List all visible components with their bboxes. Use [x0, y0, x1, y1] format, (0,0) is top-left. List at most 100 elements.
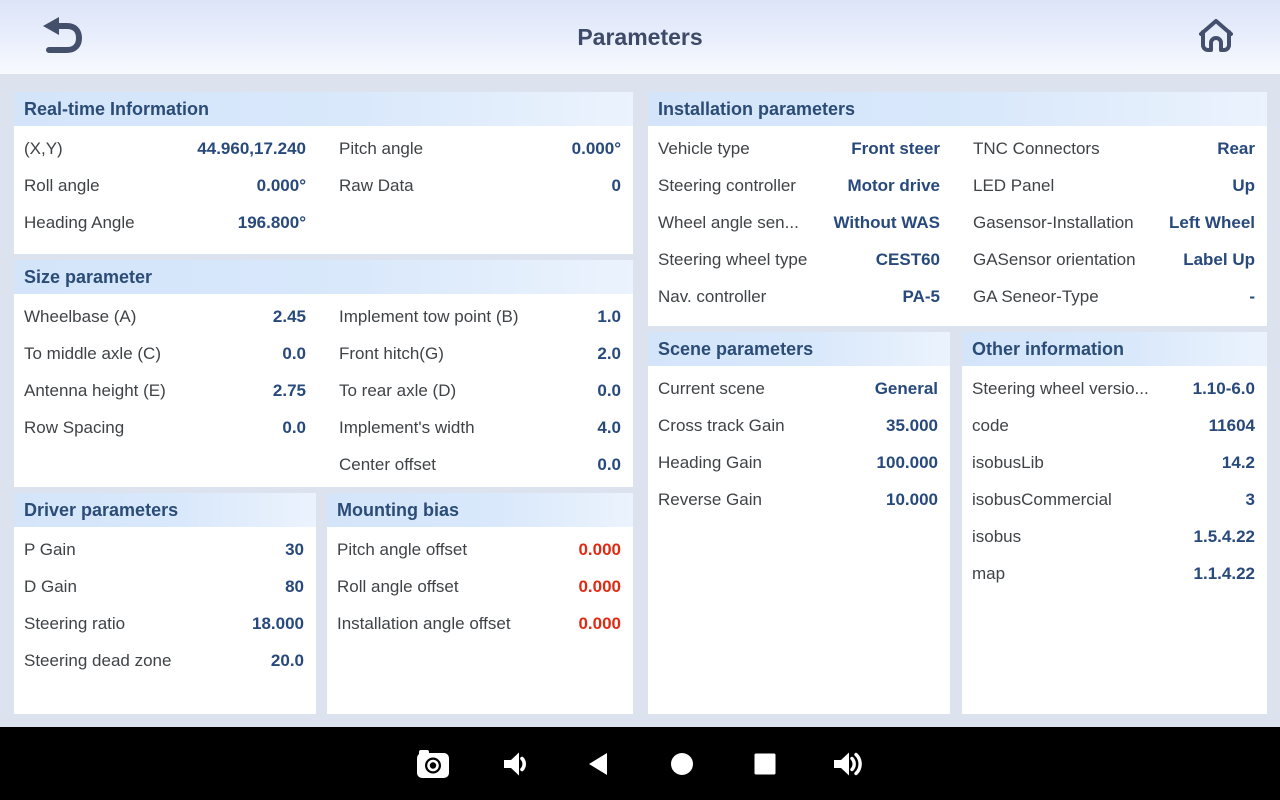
param-row-cross-track-gain[interactable]: Cross track Gain 35.000	[658, 407, 938, 444]
param-label: Installation angle offset	[337, 613, 511, 633]
param-label: P Gain	[24, 539, 76, 559]
param-value: PA-5	[902, 286, 940, 306]
param-value: 0.0	[282, 417, 306, 437]
param-row-row-spacing[interactable]: Row Spacing 0.0	[24, 409, 306, 446]
param-row-map: map 1.1.4.22	[972, 555, 1255, 592]
param-row-antenna-height[interactable]: Antenna height (E) 2.75	[24, 372, 306, 409]
param-row-pitch-angle-offset[interactable]: Pitch angle offset 0.000	[337, 531, 621, 568]
param-label: TNC Connectors	[973, 138, 1100, 158]
param-row-wheel-angle-sensor[interactable]: Wheel angle sen... Without WAS	[658, 204, 940, 241]
param-row-front-hitch[interactable]: Front hitch(G) 2.0	[339, 335, 621, 372]
param-row-code: code 11604	[972, 407, 1255, 444]
volume-down-icon[interactable]	[499, 749, 533, 779]
param-row-isobus: isobus 1.5.4.22	[972, 518, 1255, 555]
param-value: 0.000°	[571, 138, 621, 158]
param-value: 1.1.4.22	[1193, 563, 1255, 583]
param-row-steering-wheel-type[interactable]: Steering wheel type CEST60	[658, 241, 940, 278]
param-row-p-gain[interactable]: P Gain 30	[24, 531, 304, 568]
param-label: Steering wheel versio...	[972, 378, 1149, 398]
param-value: Motor drive	[847, 175, 940, 195]
param-row-reverse-gain[interactable]: Reverse Gain 10.000	[658, 481, 938, 518]
param-value: 80	[285, 576, 304, 596]
param-label: To middle axle (C)	[24, 343, 161, 363]
param-value: 1.5.4.22	[1193, 526, 1255, 546]
panel-title: Mounting bias	[327, 493, 633, 527]
param-label: Reverse Gain	[658, 489, 762, 509]
panel-title: Installation parameters	[648, 92, 1267, 126]
param-value: 196.800°	[237, 212, 306, 232]
param-row-gasensor-orientation[interactable]: GASensor orientation Label Up	[973, 241, 1255, 278]
param-value: Left Wheel	[1169, 212, 1255, 232]
panel-mounting-bias: Mounting bias Pitch angle offset 0.000 R…	[327, 493, 633, 714]
param-label: Center offset	[339, 454, 437, 474]
panel-title: Driver parameters	[14, 493, 316, 527]
param-row-roll-angle-offset[interactable]: Roll angle offset 0.000	[337, 568, 621, 605]
param-value: 2.45	[272, 306, 306, 326]
param-label: Steering wheel type	[658, 249, 808, 269]
param-label: Roll angle offset	[337, 576, 459, 596]
param-value: 2.0	[597, 343, 621, 363]
param-label: Wheelbase (A)	[24, 306, 137, 326]
param-row-wheelbase[interactable]: Wheelbase (A) 2.45	[24, 298, 306, 335]
back-icon[interactable]	[582, 749, 616, 779]
param-row-gasensor-installation[interactable]: Gasensor-Installation Left Wheel	[973, 204, 1255, 241]
param-row-to-middle-axle[interactable]: To middle axle (C) 0.0	[24, 335, 306, 372]
home-button[interactable]	[1192, 13, 1240, 61]
param-label: Implement tow point (B)	[339, 306, 519, 326]
panel-realtime-information: Real-time Information (X,Y) 44.960,17.24…	[14, 92, 633, 254]
param-label: Steering controller	[658, 175, 796, 195]
param-label: Row Spacing	[24, 417, 125, 437]
panel-title: Size parameter	[14, 260, 633, 294]
param-label: Wheel angle sen...	[658, 212, 799, 232]
param-label: Nav. controller	[658, 286, 767, 306]
param-value: 0.0	[282, 343, 306, 363]
param-row-steering-ratio[interactable]: Steering ratio 18.000	[24, 605, 304, 642]
param-row-implement-tow-point[interactable]: Implement tow point (B) 1.0	[339, 298, 621, 335]
param-row-heading-gain[interactable]: Heading Gain 100.000	[658, 444, 938, 481]
param-label: Steering ratio	[24, 613, 126, 633]
param-label: code	[972, 415, 1009, 435]
param-value: -	[1249, 286, 1255, 306]
param-value: 0	[611, 175, 621, 195]
param-label: Heading Gain	[658, 452, 762, 472]
param-label: GASensor orientation	[973, 249, 1136, 269]
param-label: To rear axle (D)	[339, 380, 457, 400]
param-value: General	[874, 378, 938, 398]
param-label: isobusCommercial	[972, 489, 1112, 509]
panel-title: Real-time Information	[14, 92, 633, 126]
param-row-steering-dead-zone[interactable]: Steering dead zone 20.0	[24, 642, 304, 679]
param-row-implements-width[interactable]: Implement's width 4.0	[339, 409, 621, 446]
param-row-nav-controller[interactable]: Nav. controller PA-5	[658, 278, 940, 315]
param-row-tnc-connectors[interactable]: TNC Connectors Rear	[973, 130, 1255, 167]
param-row-installation-angle-offset[interactable]: Installation angle offset 0.000	[337, 605, 621, 642]
param-row-steering-controller[interactable]: Steering controller Motor drive	[658, 167, 940, 204]
home-icon[interactable]	[665, 749, 699, 779]
page-title: Parameters	[577, 24, 703, 50]
param-label: Roll angle	[24, 175, 100, 195]
volume-up-icon[interactable]	[831, 749, 865, 779]
param-value: 11604	[1208, 415, 1255, 435]
param-value: 0.000°	[256, 175, 306, 195]
param-value: 3	[1245, 489, 1255, 509]
param-row-steering-wheel-version: Steering wheel versio... 1.10-6.0	[972, 370, 1255, 407]
param-value: 18.000	[252, 613, 304, 633]
param-row-center-offset[interactable]: Center offset 0.0	[339, 446, 621, 483]
recents-icon[interactable]	[748, 749, 782, 779]
param-label: Implement's width	[339, 417, 475, 437]
param-row-d-gain[interactable]: D Gain 80	[24, 568, 304, 605]
android-navigation-bar	[0, 727, 1280, 800]
param-row-isobuslib: isobusLib 14.2	[972, 444, 1255, 481]
param-label: (X,Y)	[24, 138, 63, 158]
param-row-vehicle-type[interactable]: Vehicle type Front steer	[658, 130, 940, 167]
param-row-heading-angle: Heading Angle 196.800°	[24, 204, 306, 241]
param-value: Label Up	[1183, 249, 1255, 269]
param-value: 10.000	[886, 489, 938, 509]
param-row-to-rear-axle[interactable]: To rear axle (D) 0.0	[339, 372, 621, 409]
panel-installation-parameters: Installation parameters Vehicle type Fro…	[648, 92, 1267, 326]
param-row-led-panel[interactable]: LED Panel Up	[973, 167, 1255, 204]
param-row-ga-sensor-type[interactable]: GA Seneor-Type -	[973, 278, 1255, 315]
param-row-current-scene[interactable]: Current scene General	[658, 370, 938, 407]
camera-icon[interactable]	[416, 749, 450, 779]
back-button[interactable]	[38, 13, 86, 61]
param-label: Front hitch(G)	[339, 343, 444, 363]
